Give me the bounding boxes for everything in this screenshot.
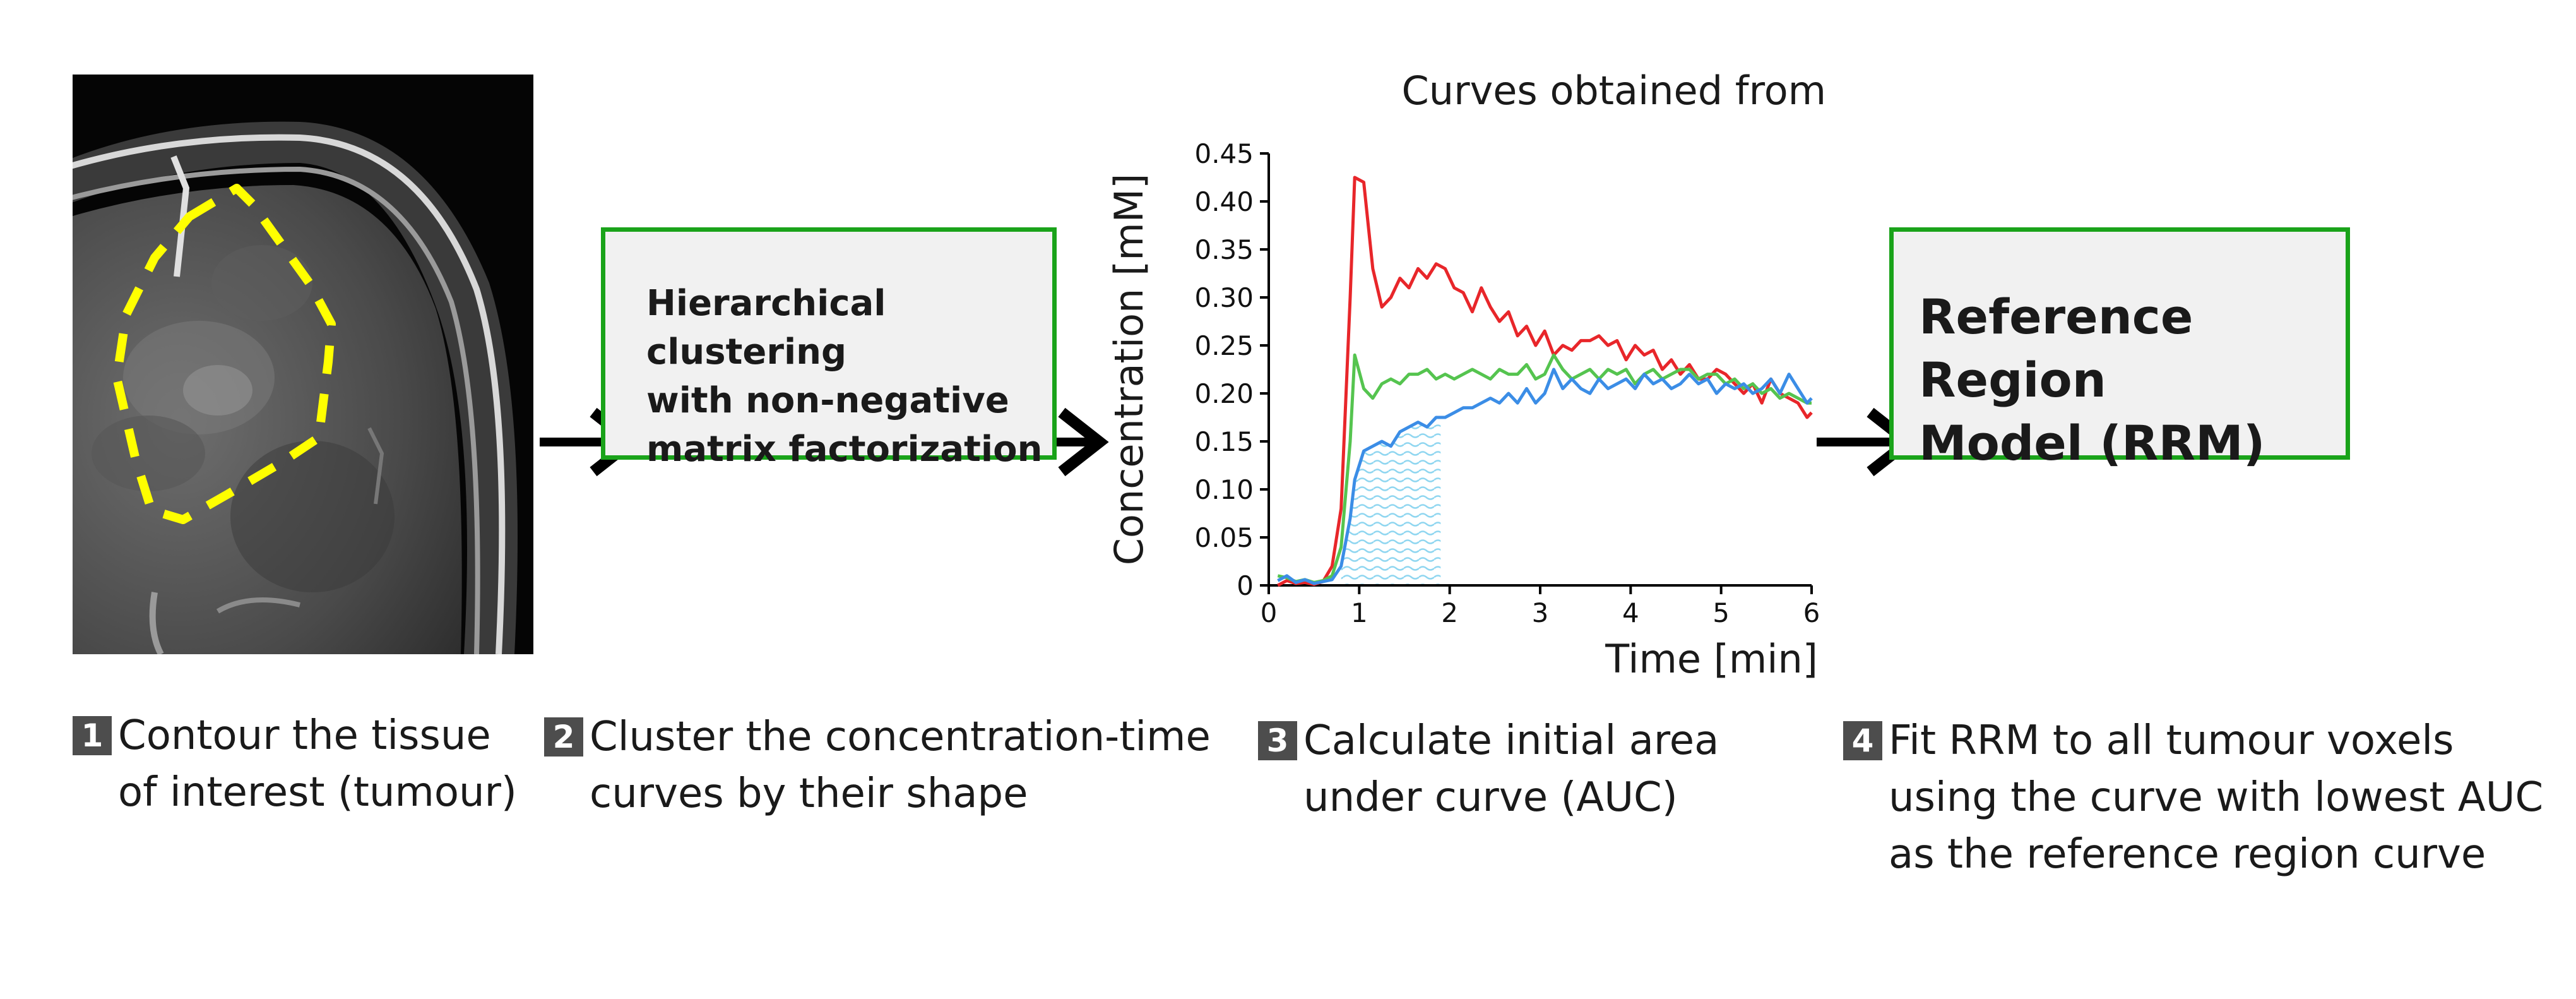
step-line: of interest (tumour) <box>118 769 517 816</box>
clustered-curves-chart: Curves obtained from clustering 0 0.05 0.10… <box>1106 68 1831 682</box>
step-number-badge: 4 <box>1843 721 1882 760</box>
x-axis-label: Time [min] <box>1605 636 1818 682</box>
x-tick-label: 6 <box>1803 597 1820 628</box>
y-tick-label: 0 <box>1237 570 1254 601</box>
step-number-badge: 1 <box>73 716 112 755</box>
y-tick-label: 0.40 <box>1194 186 1254 217</box>
step-description: Calculate initial area under curve (AUC) <box>1303 712 1719 826</box>
series-line-blue <box>1277 368 1813 585</box>
step-description: Contour the tissue of interest (tumour) <box>118 707 517 821</box>
y-tick-label: 0.15 <box>1194 426 1254 457</box>
step-line: using the curve with lowest AUC <box>1889 774 2544 821</box>
step-description: Fit RRM to all tumour voxels using the cu… <box>1889 712 2543 883</box>
y-tick-label: 0.45 <box>1194 138 1254 169</box>
y-tick-label: 0.25 <box>1194 330 1254 361</box>
y-axis-label: Concentration [mM] <box>1106 174 1152 566</box>
step-line: Contour the tissue <box>118 712 491 759</box>
y-tick-label: 0.05 <box>1194 522 1254 553</box>
step-number-badge: 2 <box>544 717 583 757</box>
step-line: as the reference region curve <box>1889 831 2486 878</box>
x-tick-label: 1 <box>1351 597 1368 628</box>
rrm-label: Reference Region Model (RRM) <box>1919 289 2265 471</box>
step-line: Calculate initial area <box>1303 717 1719 764</box>
y-tick-label: 0.35 <box>1194 234 1254 265</box>
y-tick-label: 0.10 <box>1194 474 1254 505</box>
x-tick-label: 3 <box>1532 597 1549 628</box>
step-line: Cluster the concentration-time <box>590 714 1211 760</box>
y-tick-label: 0.20 <box>1194 378 1254 409</box>
tumour-contour <box>112 184 336 524</box>
y-tick-label: 0.30 <box>1194 282 1254 313</box>
brain-mri-icon <box>73 75 533 654</box>
x-tick-label: 5 <box>1712 597 1730 628</box>
step-line: under curve (AUC) <box>1303 774 1678 821</box>
x-tick-label: 0 <box>1261 597 1278 628</box>
step-line: Fit RRM to all tumour voxels <box>1889 717 2454 764</box>
rrm-box: Reference Region Model (RRM) <box>1889 227 2350 471</box>
x-tick-label: 4 <box>1622 597 1639 628</box>
x-tick-label: 2 <box>1441 597 1458 628</box>
chart-title: Curves obtained from clustering <box>1402 68 1831 114</box>
clustering-method-box: Hierarchical clustering with non-negativ… <box>601 227 1057 470</box>
series-line-red <box>1277 176 1813 587</box>
auc-shaded-area <box>1341 417 1441 585</box>
step-description: Cluster the concentration-time curves by … <box>590 709 1211 822</box>
step-number-badge: 3 <box>1258 721 1297 760</box>
clustering-method-label: Hierarchical clustering with non-negativ… <box>646 283 1043 470</box>
step-line: curves by their shape <box>590 770 1028 817</box>
